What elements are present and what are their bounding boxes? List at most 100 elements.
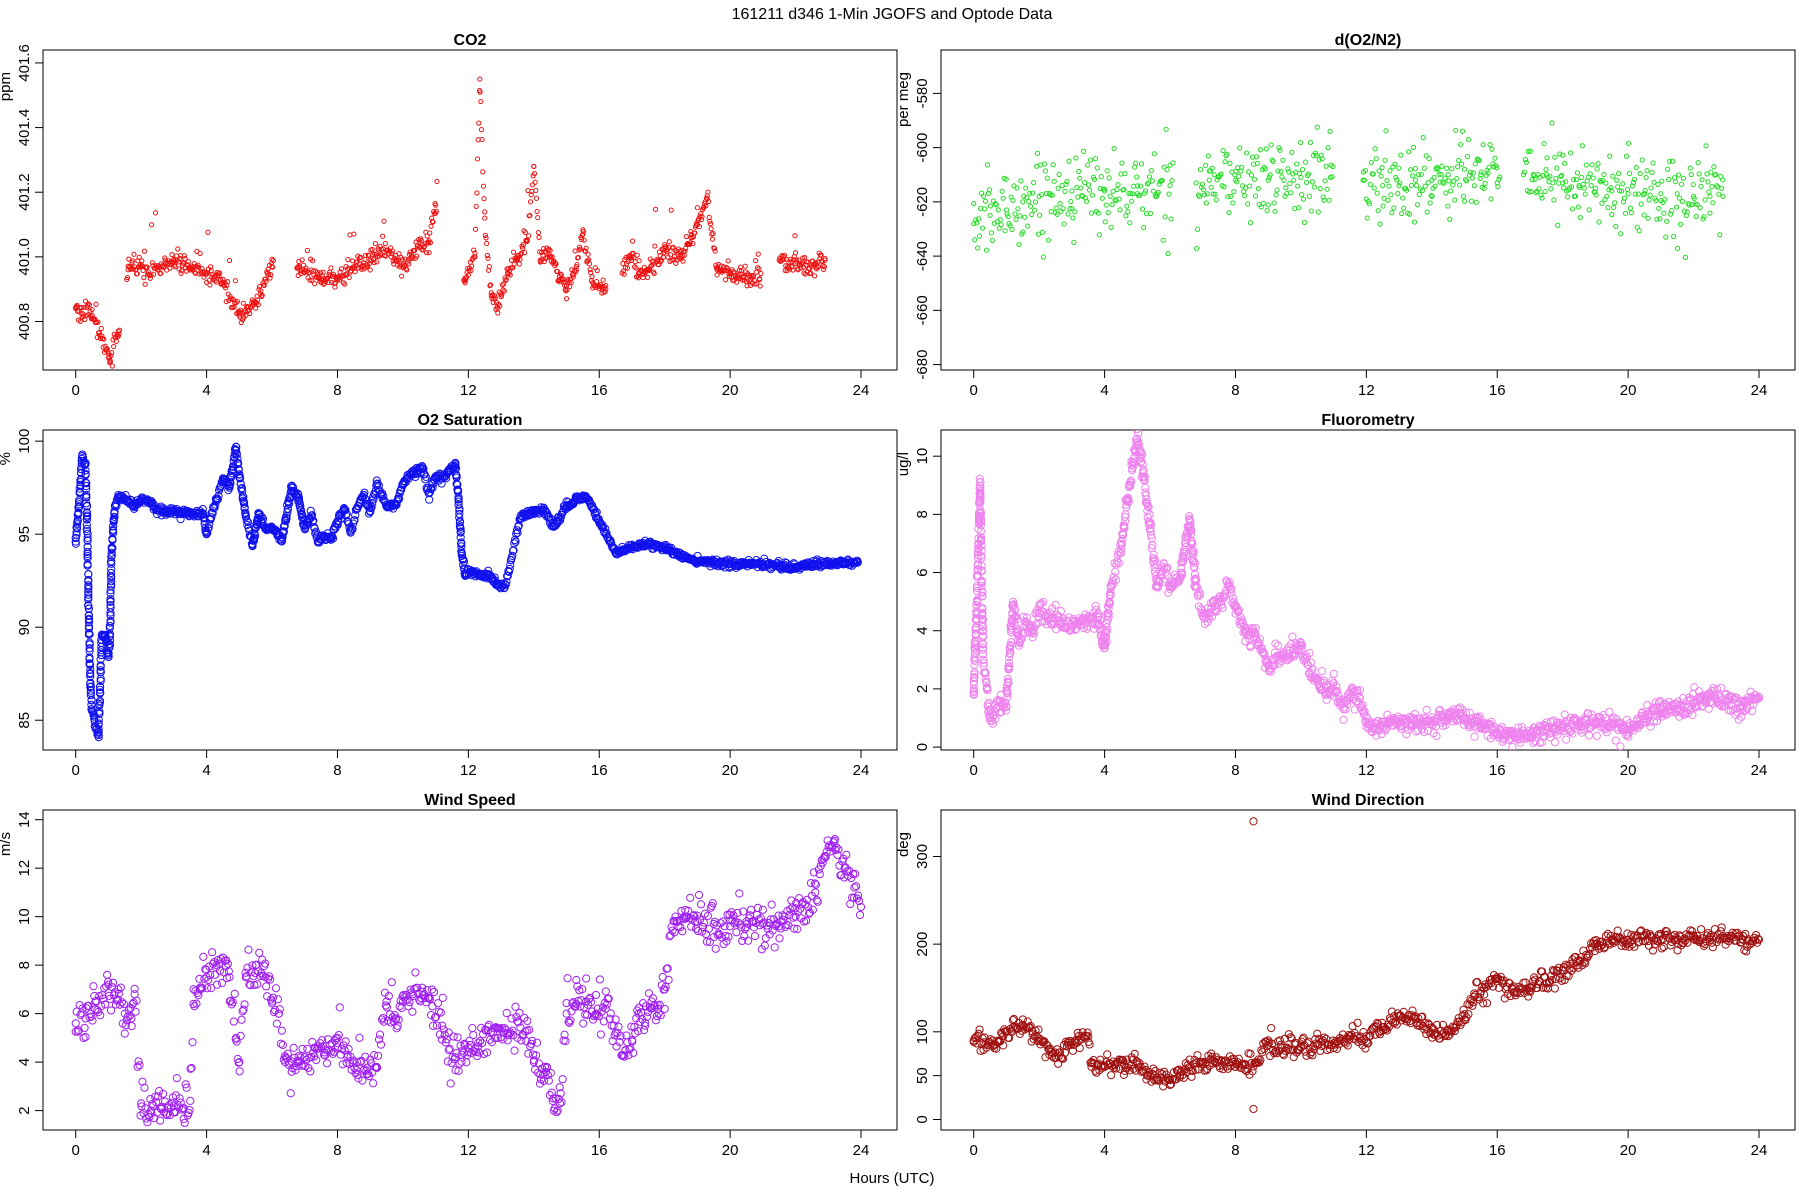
data-point (395, 494, 404, 504)
data-point (1395, 191, 1401, 197)
data-point (630, 238, 636, 244)
x-tick-label: 4 (1100, 762, 1108, 779)
data-point (1298, 192, 1305, 198)
data-point (1596, 219, 1602, 225)
data-point (428, 483, 437, 492)
data-point (1155, 189, 1161, 196)
data-point (511, 537, 520, 546)
data-point (1109, 573, 1118, 582)
data-point (1092, 155, 1099, 162)
data-point (107, 565, 116, 574)
data-point (1473, 199, 1479, 205)
data-point (1051, 178, 1057, 184)
data-point (1251, 624, 1260, 633)
data-point (1514, 723, 1523, 732)
data-point (1081, 148, 1087, 154)
data-point (1085, 182, 1092, 188)
data-point (1495, 183, 1501, 190)
data-point (1362, 167, 1368, 174)
data-point (1226, 589, 1236, 598)
data-point (1448, 188, 1454, 194)
data-point (1247, 623, 1257, 633)
data-point (1452, 197, 1458, 203)
data-point (328, 534, 338, 543)
data-point (149, 260, 155, 266)
data-point (1438, 171, 1444, 177)
data-point (1005, 662, 1014, 671)
data-point (214, 491, 223, 501)
data-point (696, 223, 702, 230)
data-point (454, 500, 463, 509)
data-point (1203, 200, 1209, 206)
data-point (379, 492, 388, 501)
data-point (800, 255, 806, 261)
data-point (82, 482, 91, 491)
data-point (1508, 742, 1517, 750)
data-point (1548, 186, 1554, 192)
data-point (1238, 616, 1247, 625)
data-point (1288, 190, 1294, 196)
data-point (755, 251, 761, 257)
x-tick-label: 20 (1620, 762, 1637, 779)
data-point (792, 250, 799, 256)
data-point (1248, 172, 1255, 178)
data-point (1361, 712, 1370, 721)
x-tick-label: 20 (722, 382, 739, 399)
data-point (1056, 171, 1062, 178)
data-point (85, 647, 94, 656)
point-cloud (969, 430, 1764, 750)
data-point (1494, 165, 1500, 171)
data-point (83, 536, 92, 545)
data-point (240, 300, 246, 306)
data-point (621, 271, 627, 277)
data-point (1313, 152, 1319, 158)
data-point (263, 278, 269, 284)
data-point (1285, 166, 1291, 172)
data-point (109, 528, 118, 537)
data-point (257, 512, 266, 522)
data-point (1326, 197, 1332, 203)
data-point (71, 539, 80, 548)
data-point (195, 262, 201, 268)
data-point (1465, 136, 1472, 143)
data-point (270, 258, 276, 264)
data-point (1711, 164, 1717, 170)
data-point (85, 640, 94, 649)
data-point (1540, 732, 1549, 741)
data-point (1286, 169, 1292, 175)
data-point (1029, 625, 1038, 634)
data-point (1383, 128, 1389, 134)
data-point (1529, 738, 1538, 748)
data-point (1291, 177, 1297, 183)
data-point (374, 481, 383, 490)
data-point (240, 503, 249, 512)
data-point (1276, 145, 1282, 151)
data-point (232, 278, 238, 284)
data-point (1030, 190, 1036, 196)
x-tick-label: 12 (460, 762, 477, 779)
data-point (1050, 162, 1056, 168)
data-point (459, 560, 468, 570)
x-tick-label: 12 (460, 382, 477, 399)
data-point (470, 247, 477, 253)
data-point (1170, 160, 1176, 166)
data-point (1063, 181, 1069, 187)
y-tick-label: -580 (914, 78, 931, 108)
y-tick-label: 8 (914, 510, 931, 518)
data-point (1003, 674, 1012, 683)
data-point (247, 310, 253, 317)
data-point (1694, 201, 1700, 208)
data-point (983, 686, 992, 695)
data-point (1003, 689, 1012, 698)
data-point (337, 269, 343, 275)
data-point (172, 264, 178, 270)
data-point (1247, 220, 1254, 226)
data-point (993, 202, 999, 208)
data-point (1625, 140, 1632, 146)
data-point (978, 645, 987, 654)
data-point (83, 533, 92, 542)
data-point (84, 582, 93, 591)
data-point (1709, 184, 1715, 190)
x-tick-label: 16 (591, 382, 608, 399)
data-point (1425, 179, 1431, 186)
